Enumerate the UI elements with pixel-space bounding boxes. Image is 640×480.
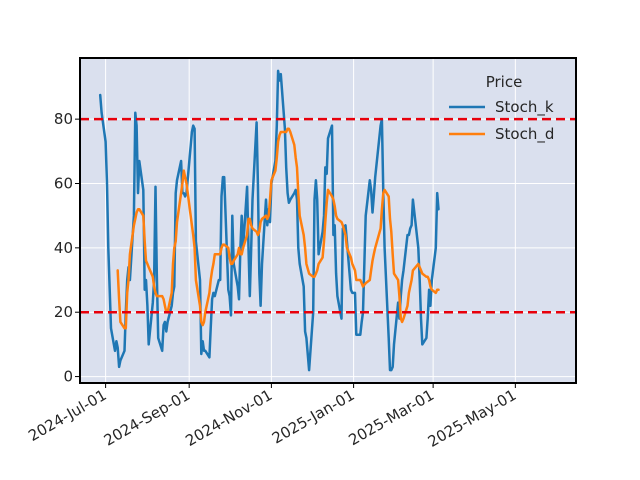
y-tick-label: 0: [63, 368, 73, 386]
y-tick-label: 80: [54, 110, 73, 128]
series-line-stoch-d: [116, 127, 440, 330]
grid-lines: [80, 58, 576, 383]
y-tick-label: 60: [54, 174, 73, 192]
y-axis: 0 20 40 60 80: [54, 110, 80, 386]
reference-lines: [80, 117, 576, 314]
y-tick-label: 40: [54, 239, 73, 257]
y-tick-label: 20: [54, 303, 73, 321]
plot-frame: [79, 57, 577, 384]
legend-title: Price: [486, 73, 523, 91]
series-layer: [98, 69, 440, 372]
legend-label: Stoch_k: [495, 98, 554, 117]
legend-label: Stoch_d: [495, 125, 554, 144]
legend: Price Stoch_k Stoch_d: [449, 73, 554, 144]
series-line-stoch-k: [98, 69, 440, 372]
